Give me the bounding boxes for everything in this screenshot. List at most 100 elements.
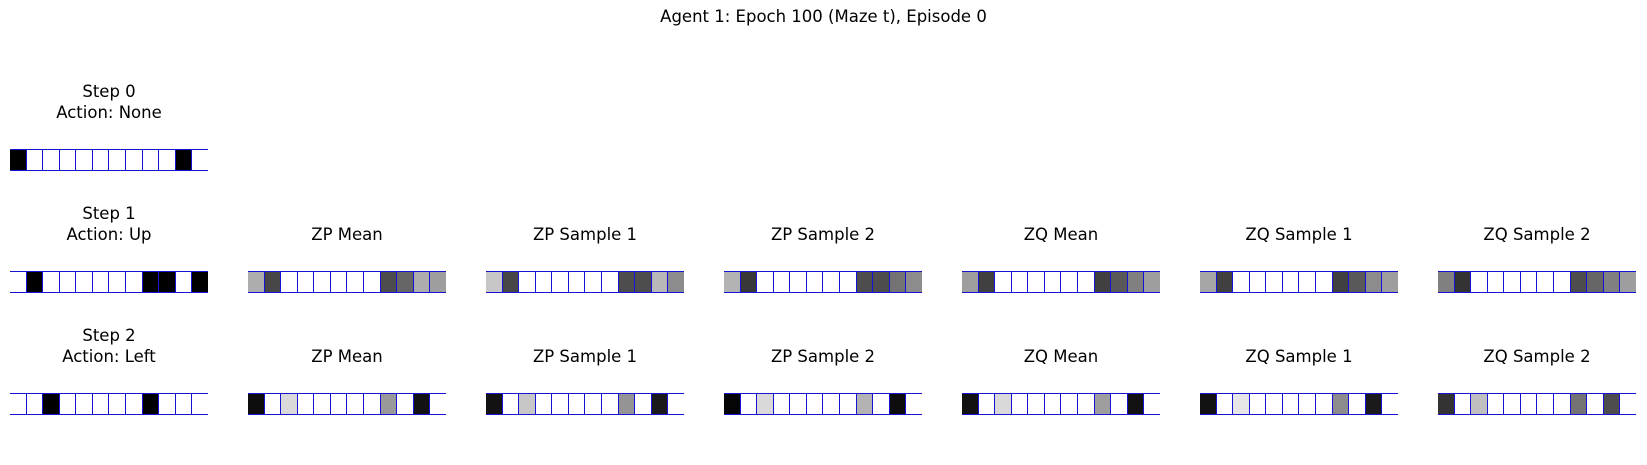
grid-cell [501, 272, 519, 292]
grid-cell [855, 394, 873, 414]
grid-cell [486, 272, 502, 292]
grid-cell [518, 272, 535, 292]
panel-title: ZP Sample 1 [446, 224, 724, 245]
grid-cell [601, 394, 618, 414]
panel-title-line: Action: Up [66, 225, 152, 244]
grid-cell [1248, 272, 1266, 292]
grid-cell [634, 272, 651, 292]
panel-title-line: ZP Mean [311, 225, 383, 244]
grid-cell [962, 394, 978, 414]
grid-cell [1315, 272, 1332, 292]
grid-cell [905, 272, 922, 292]
grid-cell [363, 272, 380, 292]
grid-cell [263, 394, 281, 414]
grid-cell [1348, 272, 1365, 292]
grid-cell [977, 272, 995, 292]
grid-cell [1364, 394, 1382, 414]
grid-cell [567, 272, 585, 292]
grid-cell [1027, 272, 1044, 292]
panel-title: ZP Sample 2 [684, 346, 962, 367]
grid-cell [125, 150, 142, 170]
grid-cell [551, 272, 568, 292]
panel-title: ZQ Sample 2 [1398, 224, 1647, 245]
grid-cell [977, 394, 995, 414]
grid-cell [91, 394, 109, 414]
grid-cell [534, 272, 552, 292]
grid-cell [10, 394, 26, 414]
grid-cell [1470, 394, 1487, 414]
grid-cell [1265, 394, 1282, 414]
grid-cell [1453, 272, 1471, 292]
grid-cell [994, 394, 1011, 414]
grid-cell [174, 272, 192, 292]
panel-title-line: Step 0 [82, 82, 136, 101]
grid-cell [1215, 272, 1233, 292]
grid-cell [1536, 394, 1554, 414]
state-strip [724, 393, 922, 415]
grid-cell [1200, 394, 1216, 414]
grid-cell [486, 394, 502, 414]
grid-cell [158, 394, 175, 414]
grid-cell [1126, 272, 1144, 292]
state-strip [10, 149, 208, 171]
grid-cell [501, 394, 519, 414]
grid-cell [363, 394, 380, 414]
grid-cell [412, 272, 430, 292]
panel-title: ZP Sample 2 [684, 224, 962, 245]
panel-title-line: ZQ Sample 2 [1483, 347, 1591, 366]
grid-cell [1060, 272, 1078, 292]
panel-title: ZP Mean [208, 224, 486, 245]
grid-cell [1586, 394, 1603, 414]
panel-title-line: Action: Left [62, 347, 156, 366]
grid-cell [313, 394, 330, 414]
grid-cell [1486, 394, 1504, 414]
grid-cell [296, 394, 314, 414]
grid-cell [1077, 272, 1094, 292]
grid-cell [379, 394, 397, 414]
state-strip [962, 271, 1160, 293]
grid-cell [174, 394, 192, 414]
panel-title-line: ZQ Sample 2 [1483, 225, 1591, 244]
grid-cell [1315, 394, 1332, 414]
grid-cell [617, 272, 635, 292]
state-strip [248, 271, 446, 293]
grid-cell [263, 272, 281, 292]
panel-title-line: ZP Mean [311, 347, 383, 366]
grid-cell [1364, 272, 1382, 292]
panel-title: Step 1 Action: Up [0, 203, 248, 245]
grid-cell [667, 272, 684, 292]
grid-cell [75, 150, 92, 170]
grid-cell [756, 272, 773, 292]
grid-cell [1298, 394, 1316, 414]
grid-cell [429, 394, 446, 414]
state-strip [962, 393, 1160, 415]
grid-cell [1519, 272, 1537, 292]
grid-cell [75, 394, 92, 414]
grid-cell [962, 272, 978, 292]
grid-cell [1126, 394, 1144, 414]
grid-cell [805, 272, 823, 292]
grid-cell [888, 394, 906, 414]
state-strip [724, 271, 922, 293]
grid-cell [1553, 394, 1570, 414]
grid-cell [650, 394, 668, 414]
panel-title: ZQ Sample 1 [1160, 224, 1438, 245]
grid-cell [1143, 394, 1160, 414]
panel-title-line: Step 1 [82, 204, 136, 223]
grid-cell [141, 272, 159, 292]
grid-cell [1348, 394, 1365, 414]
state-strip [10, 393, 208, 415]
grid-cell [42, 150, 59, 170]
grid-cell [296, 272, 314, 292]
grid-cell [396, 272, 413, 292]
grid-cell [108, 272, 126, 292]
state-strip [486, 393, 684, 415]
grid-cell [789, 394, 806, 414]
grid-cell [346, 272, 364, 292]
grid-cell [1265, 272, 1282, 292]
grid-cell [1200, 272, 1216, 292]
grid-cell [1486, 272, 1504, 292]
panel-title-line: ZP Sample 2 [770, 347, 876, 366]
grid-cell [141, 394, 159, 414]
grid-cell [1281, 272, 1299, 292]
